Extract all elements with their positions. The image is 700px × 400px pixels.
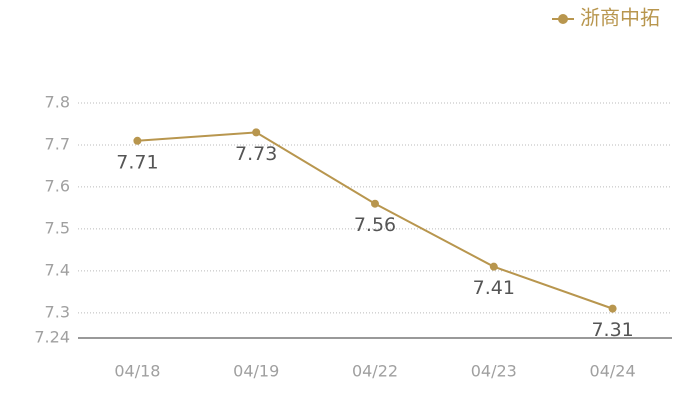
legend-label: 浙商中拓: [580, 6, 660, 30]
data-label: 7.31: [591, 319, 633, 341]
data-label: 7.56: [354, 214, 396, 236]
x-tick-label: 04/24: [590, 362, 636, 381]
data-label: 7.41: [473, 277, 515, 299]
data-point: [371, 199, 379, 208]
y-tick-label: 7.4: [45, 260, 70, 279]
x-tick-label: 04/19: [233, 362, 279, 381]
y-tick-label: 7.6: [45, 176, 70, 195]
data-point: [252, 128, 261, 137]
y-tick-label: 7.5: [45, 218, 70, 237]
data-point: [489, 262, 498, 271]
y-tick-label: 7.24: [34, 328, 70, 347]
data-label: 7.71: [116, 151, 158, 173]
legend-marker-dot: [558, 14, 568, 24]
y-tick-label: 7.8: [45, 93, 70, 112]
data-point: [133, 136, 142, 145]
y-tick-label: 7.3: [45, 302, 70, 321]
data-label: 7.73: [235, 143, 277, 165]
x-tick-label: 04/22: [352, 362, 398, 381]
y-tick-label: 7.7: [45, 134, 70, 153]
data-point: [608, 304, 617, 313]
x-tick-label: 04/18: [114, 362, 160, 381]
x-tick-label: 04/23: [471, 362, 517, 381]
